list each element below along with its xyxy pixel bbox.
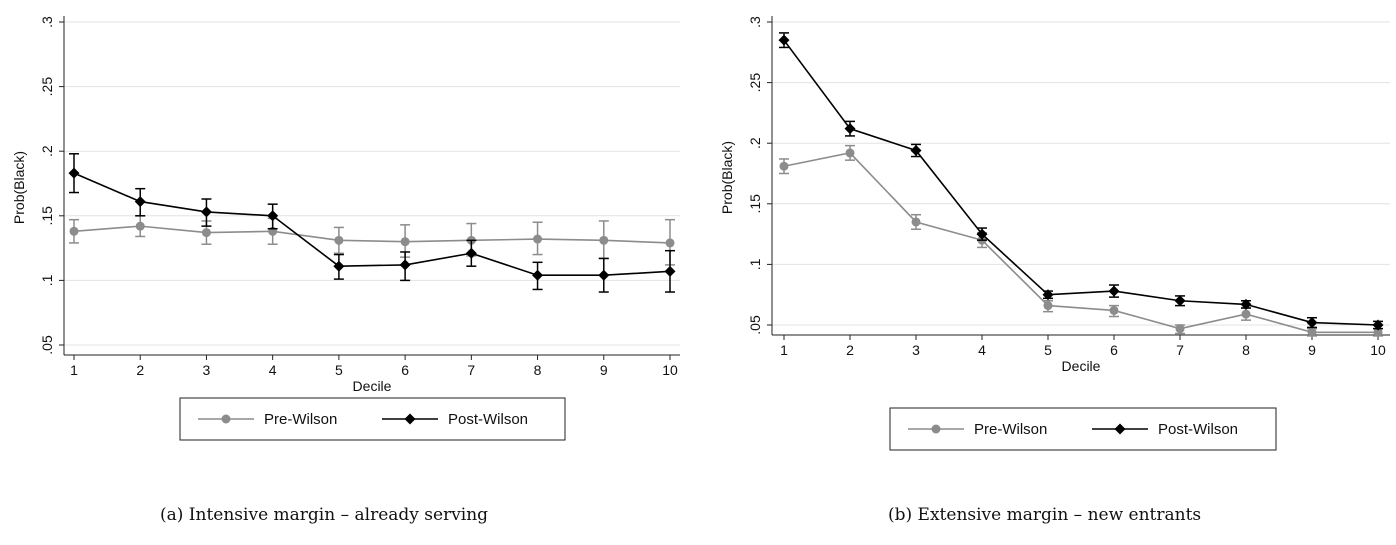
data-point <box>911 217 921 227</box>
data-point <box>399 259 411 271</box>
data-point <box>532 269 544 281</box>
legend-label: Pre-Wilson <box>264 411 337 428</box>
y-tick-label: .15 <box>39 206 55 226</box>
x-tick-label: 5 <box>335 362 343 378</box>
data-point <box>1042 289 1054 301</box>
data-point <box>1043 301 1053 311</box>
data-point <box>1240 298 1252 310</box>
x-tick-label: 3 <box>912 342 920 358</box>
data-point <box>1373 327 1383 337</box>
x-tick-label: 2 <box>846 342 854 358</box>
legend-label: Post-Wilson <box>448 411 528 428</box>
caption-b: (b) Extensive margin – new entrants <box>888 505 1202 525</box>
legend-marker <box>404 413 416 425</box>
x-tick-label: 8 <box>534 362 542 378</box>
data-point <box>334 235 344 245</box>
y-tick-label: .05 <box>39 335 55 355</box>
legend-marker <box>931 424 941 434</box>
y-tick-label: .25 <box>747 73 763 93</box>
x-tick-label: 1 <box>780 342 788 358</box>
x-axis-title: Decile <box>1062 358 1101 374</box>
data-point <box>1241 309 1251 319</box>
data-point <box>200 206 212 218</box>
data-point <box>976 228 988 240</box>
data-point <box>844 123 856 135</box>
data-point <box>778 34 790 46</box>
data-point <box>910 144 922 156</box>
data-point <box>598 269 610 281</box>
y-tick-label: .1 <box>39 274 55 286</box>
x-tick-label: 10 <box>662 362 678 378</box>
y-tick-label: .25 <box>39 77 55 97</box>
data-point <box>779 161 789 171</box>
data-point <box>664 265 676 277</box>
legend-marker <box>1114 423 1126 435</box>
data-point <box>1306 317 1318 329</box>
x-tick-label: 6 <box>401 362 409 378</box>
x-tick-label: 8 <box>1242 342 1250 358</box>
x-tick-label: 4 <box>269 362 277 378</box>
series-post-wilson <box>68 153 676 293</box>
series-post-wilson <box>778 32 1384 331</box>
data-point <box>134 196 146 208</box>
data-point <box>533 234 543 244</box>
y-axis-title: Prob(Black) <box>11 151 27 224</box>
data-point <box>333 260 345 272</box>
y-tick-label: .05 <box>747 315 763 335</box>
data-point <box>135 221 145 231</box>
data-point <box>465 247 477 259</box>
y-axis-title: Prob(Black) <box>719 141 735 214</box>
series-line <box>73 172 671 277</box>
y-tick-label: .2 <box>747 137 763 149</box>
data-point <box>1109 305 1119 315</box>
data-point <box>1108 285 1120 297</box>
data-point <box>665 238 675 248</box>
x-tick-label: 3 <box>203 362 211 378</box>
series-pre-wilson <box>69 215 675 266</box>
y-tick-label: .3 <box>747 16 763 28</box>
x-tick-label: 1 <box>70 362 78 378</box>
chart-panel-b: .05 .1 .15 .2 .25 .3 1 2 3 4 5 6 7 8 9 10 Decile Prob(Bla… <box>719 16 1390 451</box>
x-tick-label: 2 <box>136 362 144 378</box>
series-line <box>783 152 1378 334</box>
legend-marker <box>221 414 231 424</box>
data-point <box>201 228 211 238</box>
series-pre-wilson <box>779 144 1383 337</box>
legend-label: Post-Wilson <box>1158 421 1238 438</box>
series-line <box>73 225 671 244</box>
data-point <box>400 237 410 247</box>
x-tick-label: 6 <box>1110 342 1118 358</box>
data-point <box>1372 319 1384 331</box>
x-tick-label: 5 <box>1044 342 1052 358</box>
data-point <box>1175 324 1185 334</box>
x-tick-label: 10 <box>1370 342 1386 358</box>
y-tick-label: .1 <box>747 258 763 270</box>
x-tick-label: 7 <box>467 362 475 378</box>
data-point <box>845 148 855 158</box>
y-tick-label: .15 <box>747 194 763 214</box>
caption-a: (a) Intensive margin – already serving <box>160 505 489 525</box>
y-tick-label: .2 <box>39 145 55 157</box>
x-tick-label: 7 <box>1176 342 1184 358</box>
x-tick-label: 4 <box>978 342 986 358</box>
legend-label: Pre-Wilson <box>974 421 1047 438</box>
legend: Pre-Wilson Post-Wilson <box>179 397 566 441</box>
data-point <box>69 226 79 236</box>
x-axis-title: Decile <box>353 378 392 394</box>
data-point <box>599 235 609 245</box>
series-line <box>783 39 1379 326</box>
chart-panel-a: .05 .1 .15 .2 .25 .3 1 2 3 4 5 6 7 8 9 10 Decile Prob(Bla… <box>11 16 680 441</box>
legend: Pre-Wilson Post-Wilson <box>889 407 1277 451</box>
data-point <box>1174 295 1186 307</box>
x-tick-label: 9 <box>600 362 608 378</box>
data-point <box>1307 327 1317 337</box>
data-point <box>267 210 279 222</box>
data-point <box>68 167 80 179</box>
y-tick-label: .3 <box>39 16 55 28</box>
x-tick-label: 9 <box>1308 342 1316 358</box>
